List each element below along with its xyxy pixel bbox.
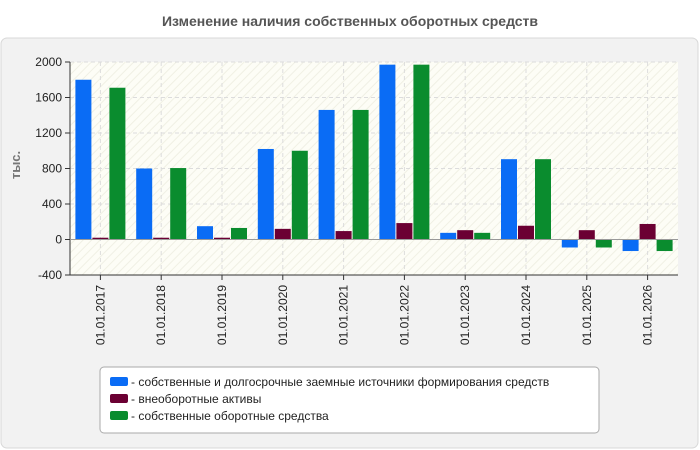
bar bbox=[622, 239, 639, 252]
y-tick-label: 1600 bbox=[35, 91, 62, 105]
bar bbox=[595, 239, 612, 248]
x-tick-label: 01.01.2026 bbox=[641, 285, 655, 345]
bar bbox=[535, 159, 551, 240]
x-tick-label: 01.01.2017 bbox=[93, 285, 107, 345]
axes: -400 0 400 800 1200 1600 2000 01.01.2017 01.01.2… bbox=[35, 55, 678, 345]
y-tick-label: 0 bbox=[55, 233, 62, 247]
bar bbox=[518, 225, 534, 240]
bar bbox=[109, 87, 126, 240]
legend: - собственные и долгосрочные заемные ист… bbox=[99, 366, 600, 434]
legend-box bbox=[99, 366, 600, 434]
bar bbox=[352, 109, 369, 240]
bar bbox=[92, 237, 109, 240]
bar bbox=[231, 227, 247, 240]
y-tick-label: 2000 bbox=[35, 55, 62, 69]
bar bbox=[474, 232, 491, 240]
bar bbox=[379, 64, 396, 240]
bar bbox=[561, 239, 578, 248]
legend-swatch bbox=[110, 377, 128, 386]
legend-label: - собственные оборотные средства bbox=[131, 409, 329, 423]
bar bbox=[153, 237, 170, 240]
bars bbox=[75, 64, 673, 252]
x-tick-label: 01.01.2024 bbox=[519, 285, 533, 345]
x-tick-label: 01.01.2023 bbox=[458, 285, 472, 345]
bar bbox=[214, 237, 230, 240]
chart-title: Изменение наличия собственных оборотных … bbox=[162, 13, 538, 29]
bar bbox=[136, 168, 153, 240]
bar bbox=[396, 223, 413, 240]
legend-label: - внеоборотные активы bbox=[131, 392, 261, 406]
x-tick-label: 01.01.2025 bbox=[580, 285, 594, 345]
bar bbox=[335, 231, 352, 240]
bar bbox=[170, 168, 187, 240]
bar bbox=[197, 226, 213, 240]
bar bbox=[75, 79, 92, 240]
y-tick-label: -400 bbox=[38, 268, 62, 282]
y-tick-label: 800 bbox=[42, 162, 62, 176]
x-tick-label: 01.01.2018 bbox=[154, 285, 168, 345]
y-tick-label: 1200 bbox=[35, 126, 62, 140]
legend-label: - собственные и долгосрочные заемные ист… bbox=[131, 375, 549, 389]
bar bbox=[413, 64, 430, 240]
x-tick-label: 01.01.2022 bbox=[397, 285, 411, 345]
bar bbox=[578, 230, 595, 240]
bar bbox=[257, 148, 274, 240]
x-tick-label: 01.01.2020 bbox=[276, 285, 290, 345]
bar bbox=[501, 159, 517, 240]
x-tick-label: 01.01.2021 bbox=[337, 285, 351, 345]
x-tick-label: 01.01.2019 bbox=[215, 285, 229, 345]
bar bbox=[318, 109, 335, 240]
bar bbox=[291, 150, 308, 240]
bar bbox=[274, 228, 291, 240]
legend-swatch bbox=[110, 411, 128, 420]
bar bbox=[639, 223, 656, 240]
bar bbox=[440, 232, 457, 240]
bar bbox=[656, 239, 673, 252]
y-axis-label: тыс. bbox=[8, 151, 23, 179]
bar bbox=[457, 230, 474, 240]
y-tick-label: 400 bbox=[42, 197, 62, 211]
legend-swatch bbox=[110, 394, 128, 403]
